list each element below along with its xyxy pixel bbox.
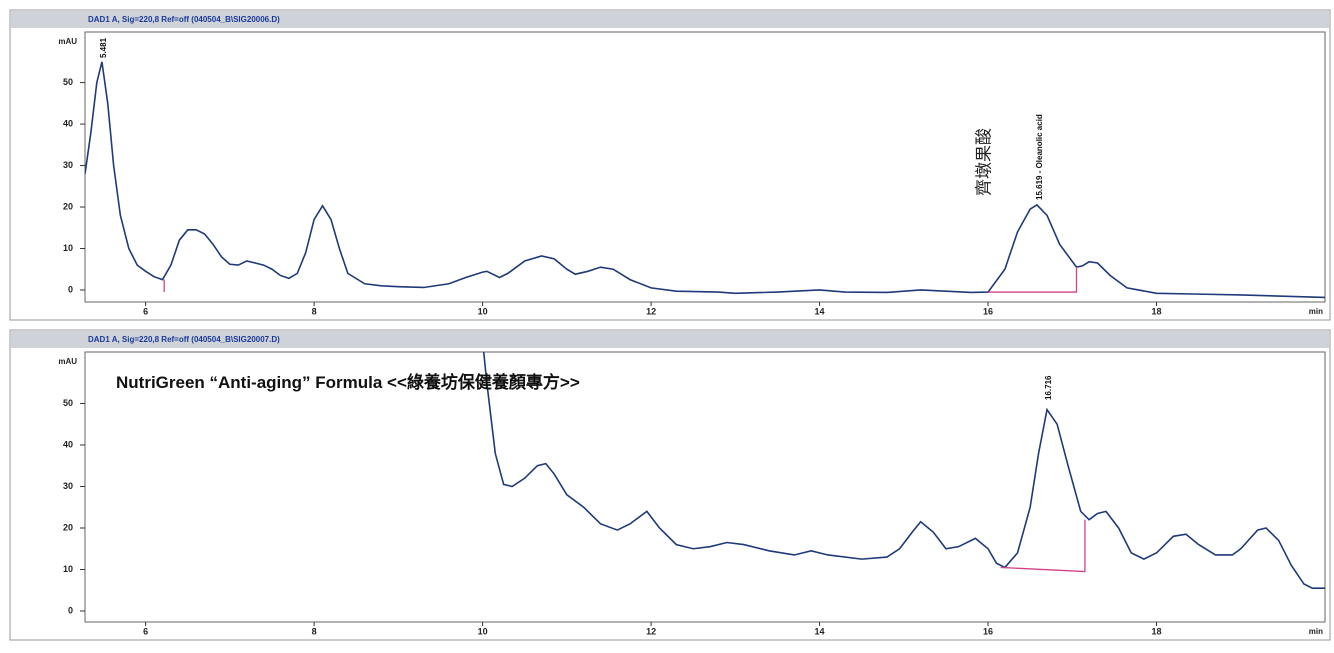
x-tick-label: 8 (312, 626, 317, 636)
compound-label: 齊墩果酸 (975, 128, 995, 196)
y-tick-label: 30 (63, 481, 73, 491)
y-tick-label: 10 (63, 243, 73, 253)
note-box: NutriGreen “Anti-aging” Formula <<綠養坊保健養… (116, 373, 580, 392)
y-tick-label: 0 (68, 284, 73, 294)
integration-baseline (1000, 519, 1086, 573)
panel-header (11, 331, 1329, 348)
y-tick-label: 50 (63, 398, 73, 408)
panel-header-text: DAD1 A, Sig=220,8 Ref=off (040504_B\SIG2… (88, 15, 280, 24)
y-axis-label: mAU (58, 37, 77, 46)
x-tick-label: 14 (815, 306, 825, 316)
plot-area (84, 351, 1326, 623)
y-axis-label: mAU (58, 357, 77, 366)
plot-area (84, 31, 1326, 303)
y-tick-label: 10 (63, 564, 73, 574)
x-tick-label: 10 (478, 626, 488, 636)
y-tick-label: 20 (63, 201, 73, 211)
y-tick-label: 40 (63, 118, 73, 128)
panel-header (11, 11, 1329, 28)
peak-label: 15.619 - Oleanolic acid (1035, 114, 1044, 200)
x-tick-label: 16 (983, 626, 993, 636)
y-tick-label: 30 (63, 160, 73, 170)
x-tick-label: 16 (983, 306, 993, 316)
integration-baseline (988, 267, 1078, 293)
x-tick-label: 18 (1152, 626, 1162, 636)
y-tick-label: 20 (63, 522, 73, 532)
x-axis-label: min (1309, 627, 1323, 636)
x-axis-label: min (1309, 307, 1323, 316)
panel-2: DAD1 A, Sig=220,8 Ref=off (040504_B\SIG2… (9, 329, 1331, 641)
y-tick-label: 0 (68, 605, 73, 615)
x-tick-label: 12 (646, 306, 656, 316)
panel-1: DAD1 A, Sig=220,8 Ref=off (040504_B\SIG2… (9, 9, 1331, 321)
peak-label: 5.481 (99, 37, 108, 58)
formula-note: NutriGreen “Anti-aging” Formula <<綠養坊保健養… (116, 373, 580, 392)
x-tick-label: 14 (815, 626, 825, 636)
peak-label: 16.716 (1044, 375, 1053, 400)
x-tick-label: 10 (478, 306, 488, 316)
y-tick-label: 40 (63, 439, 73, 449)
x-tick-label: 6 (143, 626, 148, 636)
x-tick-label: 18 (1152, 306, 1162, 316)
x-tick-label: 6 (143, 306, 148, 316)
x-tick-label: 8 (312, 306, 317, 316)
chromatogram-trace (85, 61, 1325, 299)
chromatogram-trace (482, 352, 1325, 589)
panel-header-text: DAD1 A, Sig=220,8 Ref=off (040504_B\SIG2… (88, 335, 280, 344)
x-tick-label: 12 (646, 626, 656, 636)
y-tick-label: 50 (63, 77, 73, 87)
